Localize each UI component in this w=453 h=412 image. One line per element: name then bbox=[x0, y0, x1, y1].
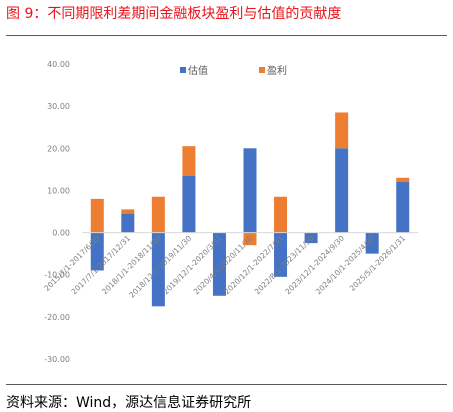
valuation-bar bbox=[182, 175, 196, 233]
legend-item-valuation: 估值 bbox=[180, 64, 208, 77]
valuation-bar bbox=[274, 232, 288, 277]
legend-label: 估值 bbox=[188, 64, 208, 77]
earnings-bar bbox=[151, 196, 165, 233]
chart-legend: 估值 盈利 bbox=[180, 64, 287, 77]
legend-swatch bbox=[180, 67, 186, 73]
legend-swatch bbox=[259, 67, 265, 73]
x-tick-label: 2024/10/1-2025/4/30 bbox=[314, 233, 377, 296]
y-tick-label: -10.00 bbox=[44, 271, 70, 280]
valuation-bar bbox=[90, 232, 104, 271]
figure-title: 图 9：不同期限利差期间金融板块盈利与估值的贡献度 bbox=[6, 6, 342, 22]
valuation-bar bbox=[335, 148, 349, 233]
title-rule bbox=[6, 35, 447, 36]
earnings-bar bbox=[121, 209, 135, 214]
earnings-bar bbox=[243, 232, 257, 246]
earnings-bar bbox=[396, 177, 410, 182]
y-tick-label: -30.00 bbox=[44, 355, 70, 364]
valuation-bar bbox=[396, 182, 410, 233]
valuation-bar bbox=[151, 232, 165, 307]
y-tick-label: 10.00 bbox=[47, 186, 70, 195]
legend-label: 盈利 bbox=[267, 65, 287, 77]
valuation-bar bbox=[212, 232, 226, 296]
earnings-bar bbox=[274, 196, 288, 233]
y-axis-tick-labels: 40.00 30.00 20.00 10.00 0.00 -10.00 -20.00 -30.… bbox=[44, 60, 70, 364]
legend-item-earnings: 盈利 bbox=[259, 65, 287, 77]
earnings-bar bbox=[182, 146, 196, 176]
bar-series bbox=[90, 112, 410, 307]
earnings-bar bbox=[90, 198, 104, 233]
y-tick-label: 0.00 bbox=[52, 229, 70, 238]
stacked-bar-chart: 估值 盈利 40.00 30.00 20.00 10.00 0.00 -10.00 -20.0… bbox=[42, 60, 418, 364]
valuation-bar bbox=[365, 232, 379, 254]
y-tick-label: 30.00 bbox=[47, 102, 70, 111]
valuation-bar bbox=[304, 232, 318, 244]
source-rule bbox=[6, 384, 447, 385]
y-tick-label: 40.00 bbox=[47, 60, 70, 69]
valuation-bar bbox=[121, 213, 135, 233]
earnings-bar bbox=[335, 112, 349, 149]
source-note: 资料来源：Wind，源达信息证券研究所 bbox=[6, 395, 252, 411]
y-tick-label: -20.00 bbox=[44, 313, 70, 322]
y-tick-label: 20.00 bbox=[47, 144, 70, 153]
valuation-bar bbox=[243, 148, 257, 233]
